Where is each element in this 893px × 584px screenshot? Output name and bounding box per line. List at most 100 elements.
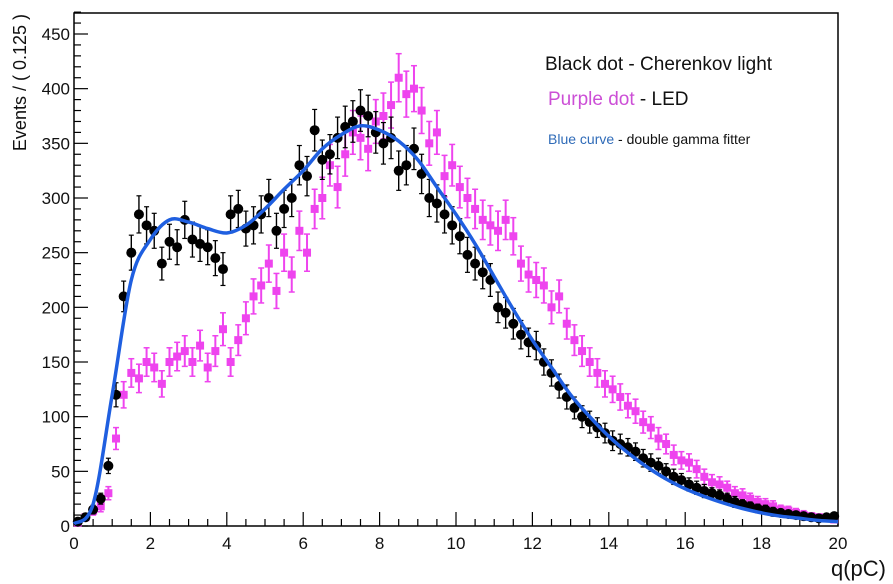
y-axis-ticks: 0 50 100 150 200 250 300 350 400 450 <box>42 11 88 536</box>
cherenkov-point <box>691 482 702 493</box>
led-point <box>241 314 250 323</box>
cherenkov-point <box>210 253 221 264</box>
led-point <box>142 358 151 366</box>
led-point <box>730 489 739 498</box>
x-tick-label: 14 <box>599 534 618 553</box>
cherenkov-point <box>393 165 404 176</box>
led-point <box>593 368 602 377</box>
x-axis-ticks: 0 2 4 6 8 10 12 14 16 18 20 <box>69 512 847 553</box>
led-point <box>180 347 189 356</box>
led-point <box>578 347 587 356</box>
led-point <box>646 423 655 432</box>
led-point <box>196 341 205 350</box>
led-point <box>723 483 732 492</box>
cherenkov-point <box>645 457 656 468</box>
cherenkov-point <box>156 258 167 269</box>
led-point <box>478 215 487 224</box>
cherenkov-point <box>286 193 297 203</box>
led-point <box>631 407 640 416</box>
cherenkov-point <box>447 220 458 231</box>
led-point <box>608 385 617 394</box>
cherenkov-point <box>462 249 473 260</box>
cherenkov-point <box>722 493 733 504</box>
cherenkov-point <box>133 209 144 220</box>
cherenkov-point <box>569 402 580 413</box>
led-point <box>150 363 159 372</box>
led-point <box>96 502 105 511</box>
led-point <box>104 489 113 498</box>
cherenkov-point <box>508 318 519 329</box>
led-point <box>387 101 396 110</box>
led-point <box>524 270 533 279</box>
x-tick-label: 4 <box>222 534 231 553</box>
led-point <box>364 144 373 153</box>
led-point <box>409 84 418 93</box>
cherenkov-point <box>454 231 465 242</box>
led-point <box>257 281 266 290</box>
cherenkov-point <box>676 475 687 486</box>
legend-cherenkov-desc: - Cherenkov light <box>623 54 773 75</box>
cherenkov-point <box>302 171 313 182</box>
led-point <box>639 418 648 427</box>
led-point <box>112 434 121 443</box>
led-point <box>539 281 548 290</box>
led-point <box>394 73 403 82</box>
cherenkov-point <box>95 493 106 504</box>
cherenkov-point <box>477 267 488 278</box>
y-tick-label: 50 <box>51 462 70 481</box>
led-point <box>753 497 762 506</box>
cherenkov-point <box>217 264 228 275</box>
x-tick-label: 18 <box>752 534 771 553</box>
led-point <box>600 379 609 388</box>
led-point <box>455 183 464 192</box>
cherenkov-point <box>416 168 427 179</box>
led-point <box>318 194 327 202</box>
fit-curve <box>72 123 839 526</box>
cherenkov-point <box>347 116 358 127</box>
led-point <box>700 472 709 481</box>
led-point <box>119 390 128 399</box>
led-point <box>234 336 243 345</box>
led-point <box>570 336 579 345</box>
led-point <box>310 204 319 213</box>
cherenkov-point <box>829 511 840 522</box>
cherenkov-point <box>309 125 320 136</box>
cherenkov-point <box>684 479 695 490</box>
cherenkov-point <box>294 160 305 171</box>
x-tick-label: 0 <box>69 534 78 553</box>
led-point <box>157 379 166 388</box>
led-point <box>677 456 686 465</box>
led-point <box>707 478 716 487</box>
plot-frame <box>73 12 839 527</box>
led-point <box>280 248 289 257</box>
x-tick-label: 2 <box>146 534 155 553</box>
legend-led-key: Purple dot <box>548 89 635 110</box>
cherenkov-point <box>630 446 641 457</box>
cherenkov-point <box>324 149 335 160</box>
cherenkov-point <box>271 225 282 236</box>
led-point <box>211 347 220 356</box>
led-point <box>532 276 541 284</box>
led-point <box>432 128 441 137</box>
cherenkov-point <box>706 488 717 499</box>
cherenkov-point <box>500 307 511 318</box>
led-point <box>402 90 411 99</box>
legend-entry-cherenkov: Black dot - Cherenkov light <box>545 54 773 75</box>
y-tick-label: 450 <box>42 25 70 44</box>
cherenkov-point <box>668 471 679 482</box>
x-tick-label: 8 <box>375 534 384 553</box>
fit-series <box>72 123 839 526</box>
cherenkov-point <box>317 154 328 165</box>
cherenkov-point <box>279 203 290 214</box>
cherenkov-point <box>493 302 504 313</box>
legend-entry-led: Purple dot - LED <box>548 89 688 110</box>
led-point <box>218 325 227 334</box>
legend-fit-desc: - double gamma fitter <box>614 131 751 147</box>
led-point <box>333 183 342 192</box>
cherenkov-point <box>661 466 672 477</box>
y-tick-label: 0 <box>61 517 70 536</box>
y-tick-label: 300 <box>42 189 70 208</box>
led-point <box>769 502 778 511</box>
cherenkov-point <box>470 258 481 269</box>
